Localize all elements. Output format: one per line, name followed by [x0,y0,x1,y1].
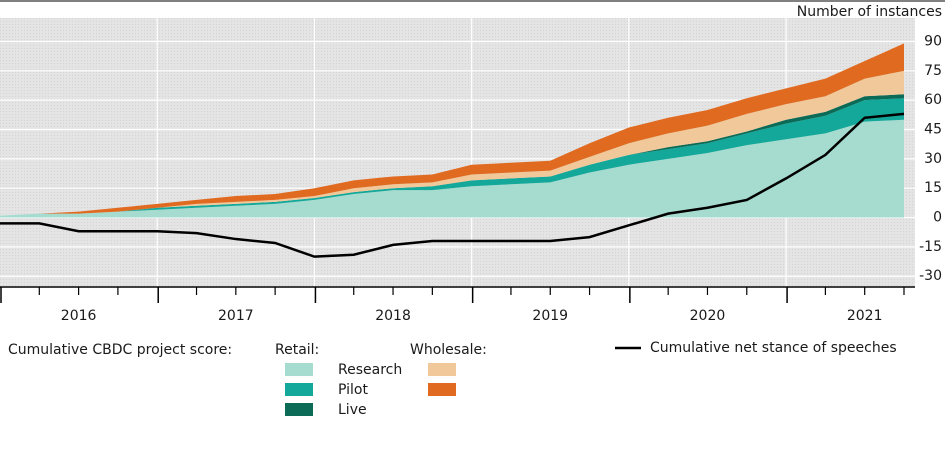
y-tick-label: 90 [924,33,942,49]
y-tick-label: -15 [919,239,942,255]
y-tick-label: 0 [933,210,942,226]
legend-label: Live [338,402,367,418]
x-tick-label: 2020 [690,308,726,324]
legend-title: Cumulative CBDC project score: [8,342,232,358]
legend-group: Wholesale: [410,342,487,358]
x-tick-label: 2021 [847,308,883,324]
y-tick-label: 75 [924,63,942,79]
y-tick-label: 45 [924,122,942,138]
y-axis-label: Number of instances [797,4,942,20]
legend-label: Cumulative net stance of speeches [650,340,897,356]
x-tick-label: 2018 [375,308,411,324]
legend-swatch [285,363,313,376]
area [0,119,904,218]
y-tick-label: -30 [919,268,942,284]
x-tick-label: 2017 [218,308,254,324]
x-tick-label: 2016 [61,308,97,324]
legend-swatch [285,383,313,396]
legend-swatch [428,383,456,396]
legend-swatch [285,403,313,416]
y-tick-label: 30 [924,151,942,167]
legend-label: Pilot [338,382,368,398]
x-tick-label: 2019 [532,308,568,324]
y-tick-label: 15 [924,180,942,196]
line [0,112,905,258]
y-tick-label: 60 [924,92,942,108]
legend-swatch [428,363,456,376]
legend-group: Retail: [275,342,319,358]
legend-label: Research [338,362,402,378]
